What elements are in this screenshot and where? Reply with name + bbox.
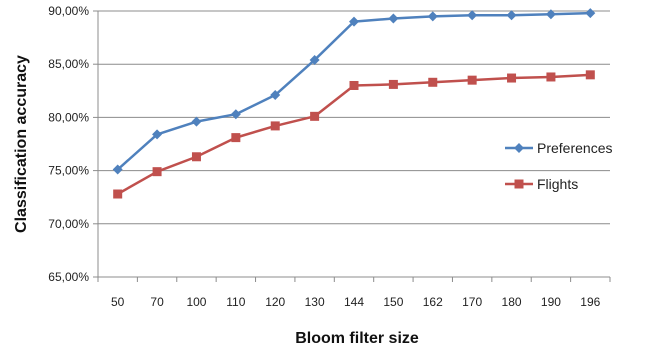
- data-point-flights: [191, 152, 201, 162]
- data-point-preferences: [349, 16, 359, 27]
- x-tick-label: 170: [462, 295, 482, 309]
- legend-item-preferences: Preferences: [505, 140, 612, 156]
- y-tick-label: 80,00%: [48, 110, 89, 124]
- x-tick-label: 130: [305, 295, 325, 309]
- data-point-preferences: [230, 109, 241, 120]
- y-tick-label: 85,00%: [48, 57, 89, 71]
- x-tick-label: 70: [150, 295, 164, 309]
- data-point-preferences: [152, 129, 163, 140]
- y-axis-title: Classification accuracy: [13, 55, 30, 233]
- data-point-preferences: [270, 90, 281, 101]
- x-tick-label: 110: [226, 295, 245, 309]
- data-point-flights: [349, 80, 359, 90]
- data-point-flights: [428, 77, 438, 87]
- data-point-preferences: [112, 164, 123, 175]
- data-point-preferences: [545, 9, 556, 20]
- legend-marker-square-icon: [514, 179, 524, 189]
- gridlines: [93, 10, 610, 278]
- legend-label-preferences: Preferences: [537, 140, 612, 156]
- legend-label-flights: Flights: [537, 176, 578, 192]
- x-tick-label: 162: [423, 295, 443, 309]
- data-point-flights: [507, 73, 517, 83]
- data-point-flights: [152, 167, 162, 177]
- data-point-flights: [585, 70, 595, 80]
- series-line-flights: [117, 73, 591, 196]
- x-tick-label: 144: [344, 295, 364, 309]
- x-tick-label: 190: [541, 295, 561, 309]
- y-tick-label: 75,00%: [48, 164, 89, 178]
- data-point-flights: [310, 111, 320, 121]
- data-point-preferences: [506, 10, 517, 21]
- x-tick-label: 120: [265, 295, 285, 309]
- data-point-preferences: [427, 11, 438, 22]
- data-point-preferences: [467, 10, 478, 21]
- x-tick-label: 196: [580, 295, 600, 309]
- x-tick-label: 100: [186, 295, 206, 309]
- data-point-flights: [467, 75, 477, 85]
- data-point-flights: [231, 133, 241, 143]
- series-group: [112, 8, 596, 199]
- data-point-preferences: [309, 54, 320, 65]
- x-tick-label: 50: [111, 295, 125, 309]
- y-tick-label: 65,00%: [48, 270, 89, 284]
- y-tick-label: 90,00%: [48, 4, 89, 18]
- data-point-flights: [113, 189, 123, 199]
- legend-item-flights: Flights: [505, 176, 578, 192]
- legend: Preferences Flights: [505, 140, 612, 192]
- axes: [97, 11, 611, 282]
- data-point-flights: [388, 79, 398, 89]
- data-point-flights: [270, 121, 280, 131]
- data-point-preferences: [388, 13, 399, 24]
- x-tick-label: 180: [502, 295, 522, 309]
- data-point-preferences: [585, 8, 596, 19]
- y-tick-labels: 65,00% 70,00% 75,00% 80,00% 85,00% 90,00%: [48, 4, 89, 284]
- x-axis-title: Bloom filter size: [295, 330, 419, 347]
- y-tick-label: 70,00%: [48, 217, 89, 231]
- x-tick-label: 150: [383, 295, 403, 309]
- data-point-flights: [546, 72, 556, 82]
- legend-marker-diamond-icon: [514, 143, 524, 153]
- data-point-preferences: [191, 116, 202, 127]
- x-tick-labels: 50 70 100 110 120 130 144 150 162 170 180 190 196: [111, 295, 601, 309]
